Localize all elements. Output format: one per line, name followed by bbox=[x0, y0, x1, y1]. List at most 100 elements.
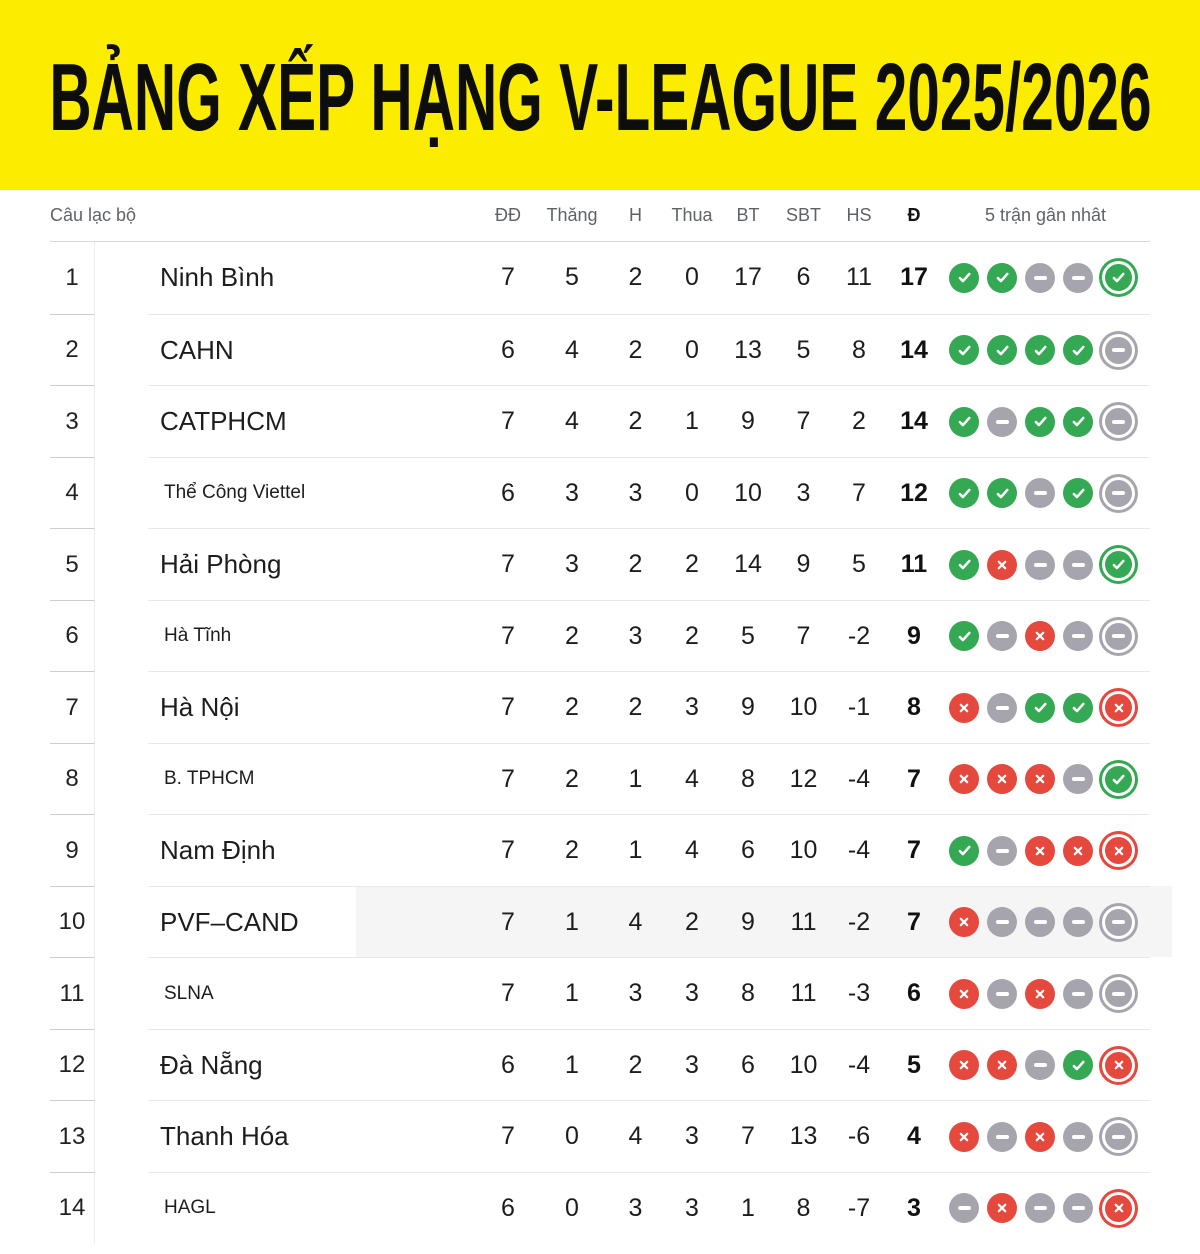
draw-minus-icon bbox=[1105, 980, 1132, 1008]
lost-cell: 0 bbox=[664, 456, 720, 530]
rank-gap bbox=[95, 743, 148, 815]
win-check-icon bbox=[949, 335, 979, 366]
won-cell: 3 bbox=[537, 528, 607, 601]
goals-for-cell: 8 bbox=[720, 957, 776, 1030]
points-cell: 6 bbox=[887, 957, 941, 1030]
form-icons bbox=[941, 885, 1150, 959]
loss-cross-icon bbox=[1025, 1121, 1055, 1152]
table-row[interactable]: 8 B. TPHCM 7 2 1 4 8 12 -4 7 bbox=[50, 742, 1150, 816]
club-name: B. TPHCM bbox=[148, 742, 479, 816]
win-check-icon bbox=[1105, 551, 1132, 579]
points-cell: 11 bbox=[887, 528, 941, 601]
table-row[interactable]: 14 HAGL 6 0 3 3 1 8 -7 3 bbox=[50, 1171, 1150, 1245]
header-lost: Thua bbox=[671, 205, 713, 225]
rank-cell: 8 bbox=[50, 742, 95, 815]
lost-cell: 4 bbox=[664, 742, 720, 816]
goal-diff-cell: -4 bbox=[831, 814, 887, 887]
goals-for-cell: 7 bbox=[720, 1100, 776, 1173]
goal-diff-cell: -1 bbox=[831, 671, 887, 744]
won-cell: 4 bbox=[537, 385, 607, 458]
header-goals-for: BT bbox=[736, 205, 760, 225]
table-row[interactable]: 6 Hà Tĩnh 7 2 3 2 5 7 -2 9 bbox=[50, 599, 1150, 673]
loss-cross-icon bbox=[987, 1050, 1017, 1081]
rank-cell: 6 bbox=[50, 599, 95, 672]
lost-cell: 3 bbox=[664, 1100, 720, 1173]
lost-cell: 2 bbox=[664, 528, 720, 601]
table-row[interactable]: 12 Đà Nẵng 6 1 2 3 6 10 -4 5 bbox=[50, 1028, 1150, 1102]
loss-cross-icon bbox=[1025, 835, 1055, 866]
win-check-icon bbox=[949, 406, 979, 437]
table-row[interactable]: 11 SLNA 7 1 3 3 8 11 -3 6 bbox=[50, 957, 1150, 1030]
win-check-icon bbox=[1025, 335, 1055, 366]
won-cell: 4 bbox=[537, 313, 607, 387]
goal-diff-cell: -2 bbox=[831, 599, 887, 673]
rank-cell: 12 bbox=[50, 1028, 95, 1101]
rank-cell: 3 bbox=[50, 385, 95, 458]
form-icons bbox=[941, 1100, 1150, 1173]
points-cell: 5 bbox=[887, 1028, 941, 1102]
draw-cell: 1 bbox=[607, 742, 664, 816]
win-check-icon bbox=[1105, 264, 1132, 292]
draw-cell: 3 bbox=[607, 599, 664, 673]
table-row[interactable]: 10 PVF–CAND 7 1 4 2 9 11 -2 7 bbox=[50, 885, 1172, 959]
club-name: Ninh Bình bbox=[160, 262, 275, 293]
header-club: Câu lạc bộ bbox=[50, 205, 137, 225]
goals-for-cell: 6 bbox=[720, 814, 776, 887]
form-icons bbox=[941, 742, 1150, 816]
win-check-icon bbox=[987, 478, 1017, 509]
win-check-icon bbox=[1063, 406, 1093, 437]
loss-cross-icon bbox=[1025, 764, 1055, 795]
goal-diff-cell: -4 bbox=[831, 1028, 887, 1102]
rank-gap bbox=[95, 671, 148, 743]
loss-cross-icon bbox=[949, 1050, 979, 1081]
club-name: Nam Định bbox=[148, 814, 479, 887]
win-check-icon bbox=[949, 478, 979, 509]
points-cell: 9 bbox=[887, 599, 941, 673]
loss-cross-icon bbox=[1105, 694, 1132, 722]
draw-minus-icon bbox=[1063, 262, 1093, 293]
goals-against-cell: 6 bbox=[796, 263, 811, 292]
table-row[interactable]: 5 Hải Phòng 7 3 2 2 14 9 5 11 bbox=[50, 528, 1150, 601]
loss-cross-icon bbox=[949, 764, 979, 795]
goals-against-cell: 10 bbox=[776, 814, 831, 887]
rank-cell: 5 bbox=[50, 528, 95, 601]
table-row[interactable]: 9 Nam Định 7 2 1 4 6 10 -4 7 bbox=[50, 814, 1150, 887]
draw-minus-icon bbox=[1063, 978, 1093, 1009]
goal-diff-cell: 7 bbox=[831, 456, 887, 530]
draw-cell: 4 bbox=[607, 1100, 664, 1173]
draw-cell: 2 bbox=[628, 263, 643, 292]
played-cell: 6 bbox=[479, 1028, 537, 1102]
loss-cross-icon bbox=[987, 1193, 1017, 1224]
loss-cross-icon bbox=[987, 549, 1017, 580]
table-row[interactable]: 3 CATPHCM 7 4 2 1 9 7 2 14 bbox=[50, 385, 1150, 458]
form-icons bbox=[941, 1171, 1150, 1245]
lost-cell: 0 bbox=[664, 313, 720, 387]
points-cell: 14 bbox=[887, 313, 941, 387]
table-row[interactable]: 13 Thanh Hóa 7 0 4 3 7 13 -6 4 bbox=[50, 1100, 1150, 1173]
lost-cell: 1 bbox=[664, 385, 720, 458]
header-goals-against: SBT bbox=[785, 205, 821, 225]
rank-gap bbox=[95, 886, 148, 958]
draw-minus-icon bbox=[987, 692, 1017, 723]
won-cell: 1 bbox=[537, 885, 607, 959]
table-row[interactable]: 1 Ninh Bình 7 5 2 0 17 6 11 17 bbox=[50, 242, 1150, 314]
table-row[interactable]: 2 CAHN 6 4 2 0 13 5 8 14 bbox=[50, 313, 1150, 387]
draw-minus-icon bbox=[1105, 336, 1132, 364]
form-icons bbox=[941, 1028, 1150, 1102]
draw-minus-icon bbox=[1025, 907, 1055, 938]
table-row[interactable]: 4 Thể Công Viettel 6 3 3 0 10 3 7 12 bbox=[50, 456, 1150, 530]
loss-cross-icon bbox=[1105, 1194, 1132, 1222]
rank-gap bbox=[95, 385, 148, 457]
goals-for-cell: 14 bbox=[720, 528, 776, 601]
points-cell: 17 bbox=[900, 263, 928, 292]
rank-gap bbox=[95, 1100, 148, 1172]
table-row[interactable]: 7 Hà Nội 7 2 2 3 9 10 -1 8 bbox=[50, 671, 1150, 744]
played-cell: 6 bbox=[479, 313, 537, 387]
draw-cell: 2 bbox=[607, 528, 664, 601]
win-check-icon bbox=[949, 621, 979, 652]
loss-cross-icon bbox=[987, 764, 1017, 795]
rank-gap bbox=[95, 242, 148, 314]
goals-against-cell: 7 bbox=[776, 599, 831, 673]
draw-minus-icon bbox=[987, 406, 1017, 437]
form-icons bbox=[941, 671, 1150, 744]
